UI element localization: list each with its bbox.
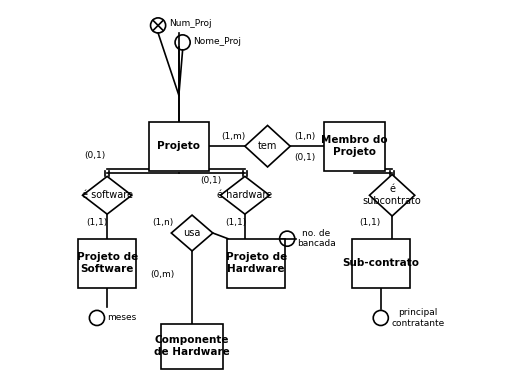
Text: (1,1): (1,1) bbox=[225, 218, 246, 227]
Text: Componente
de Hardware: Componente de Hardware bbox=[154, 336, 230, 357]
Text: (0,1): (0,1) bbox=[295, 153, 316, 162]
Text: tem: tem bbox=[258, 141, 277, 151]
Text: Membro do
Projeto: Membro do Projeto bbox=[321, 136, 388, 157]
Text: é software: é software bbox=[82, 190, 133, 200]
Bar bbox=[324, 122, 385, 171]
Text: Projeto: Projeto bbox=[158, 141, 200, 151]
Text: Sub-contrato: Sub-contrato bbox=[342, 258, 419, 268]
Polygon shape bbox=[220, 177, 269, 214]
Text: (1,n): (1,n) bbox=[294, 132, 315, 141]
Text: (1,m): (1,m) bbox=[222, 132, 246, 141]
Text: Projeto de
Software: Projeto de Software bbox=[76, 252, 138, 274]
Text: (1,n): (1,n) bbox=[152, 218, 173, 227]
Polygon shape bbox=[83, 177, 132, 214]
Bar bbox=[352, 239, 410, 288]
Text: (0,1): (0,1) bbox=[84, 151, 106, 160]
Bar bbox=[78, 239, 136, 288]
Text: (1,1): (1,1) bbox=[359, 218, 380, 227]
Text: é hardware: é hardware bbox=[217, 190, 272, 200]
Text: (0,m): (0,m) bbox=[150, 270, 175, 279]
Text: usa: usa bbox=[184, 228, 201, 238]
Text: meses: meses bbox=[107, 313, 136, 322]
Polygon shape bbox=[369, 175, 415, 216]
Polygon shape bbox=[171, 215, 213, 251]
Bar bbox=[149, 122, 209, 171]
Text: (1,1): (1,1) bbox=[86, 218, 108, 227]
Text: é
subcontrato: é subcontrato bbox=[363, 185, 422, 206]
Text: principal
contratante: principal contratante bbox=[392, 308, 445, 327]
Text: Nome_Proj: Nome_Proj bbox=[193, 37, 241, 46]
Text: no. de
bancada: no. de bancada bbox=[297, 229, 336, 249]
Polygon shape bbox=[245, 126, 290, 167]
Bar bbox=[161, 324, 223, 369]
Text: Projeto de
Hardware: Projeto de Hardware bbox=[226, 252, 287, 274]
Bar bbox=[227, 239, 285, 288]
Text: (0,1): (0,1) bbox=[200, 176, 222, 185]
Text: Num_Proj: Num_Proj bbox=[168, 19, 211, 28]
